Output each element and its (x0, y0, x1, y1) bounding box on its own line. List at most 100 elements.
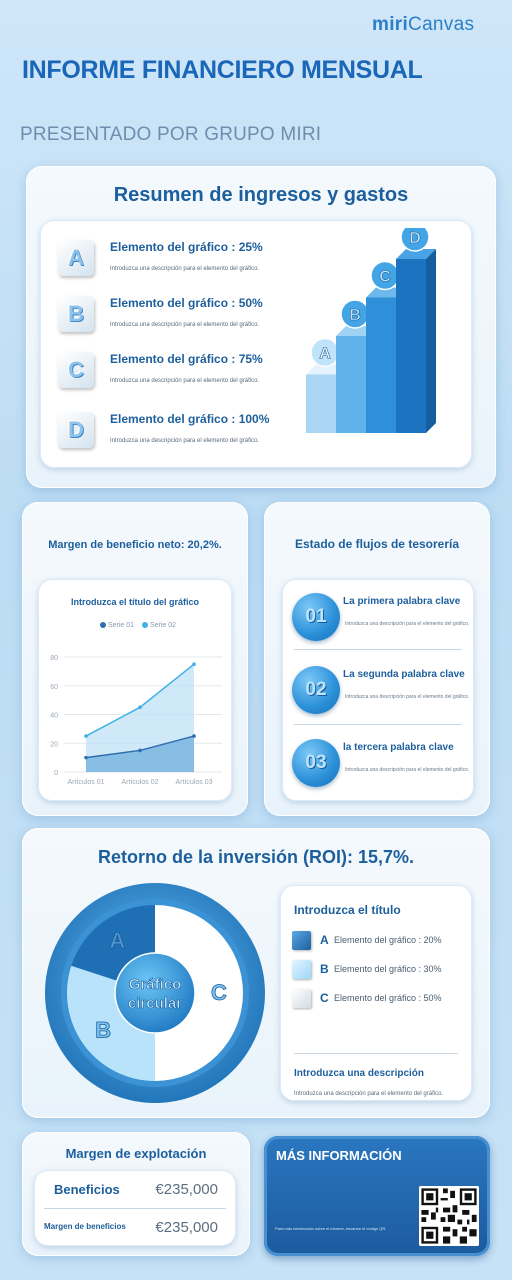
data-point (192, 734, 196, 738)
summary-heading: Resumen de ingresos y gastos (113, 184, 409, 206)
legend-label: Elemento del gráfico : 20% (334, 935, 442, 945)
number-badge-03: 03 (292, 739, 340, 787)
operating-heading: Margen de explotación (65, 1146, 207, 1161)
data-point (138, 705, 142, 710)
data-point (192, 662, 196, 666)
legend-series-1: Serie 01 (107, 622, 135, 629)
pie-slice-label: A (109, 928, 125, 953)
page-subtitle: PRESENTADO POR GRUPO MIRI (20, 124, 322, 145)
x-tick-label: Artículos 03 (176, 779, 213, 786)
stair-step (396, 259, 426, 433)
y-tick-label: 0 (54, 770, 58, 777)
more-info-title: MÁS INFORMACIÓN (276, 1148, 402, 1163)
stair-top (396, 249, 436, 259)
step-desc: Introduzca una descripción para el eleme… (110, 322, 260, 328)
divider (294, 724, 462, 725)
step-desc: Introduzca una descripción para el eleme… (110, 266, 260, 272)
y-tick-label: 20 (50, 741, 58, 748)
keyword-item: 01 La primera palabra clave Introduzca u… (292, 587, 470, 651)
chart-card: Introduzca el título del gráfico Serie 0… (38, 579, 232, 801)
step-title: Elemento del gráfico : 75% (110, 352, 263, 366)
step-desc: Introduzca una descripción para el eleme… (110, 438, 260, 444)
more-info-panel: MÁS INFORMACIÓN Para más información sob… (264, 1136, 490, 1256)
chart-title: Introduzca el título del gráfico (70, 597, 199, 607)
keyword-title: La primera palabra clave (343, 596, 461, 607)
keyword-desc: Introduzca una descripción para el eleme… (345, 767, 470, 773)
profit-heading: Margen de beneficio neto: 20,2%. (48, 539, 222, 551)
chart-legend: Serie 01 Serie 02 (38, 622, 232, 629)
number-badge-01: 01 (292, 593, 340, 641)
stair-ball-label: A (319, 346, 331, 363)
page-title: INFORME FINANCIERO MENSUAL (22, 56, 423, 84)
step-item: C Elemento del gráfico : 75% Introduzca … (58, 352, 298, 396)
keyword-title: La segunda palabra clave (343, 669, 465, 680)
stair-ball-label: C (379, 269, 391, 286)
stair-step (336, 336, 366, 433)
divider (44, 1208, 226, 1209)
cashflow-card: 01 La primera palabra clave Introduzca u… (282, 579, 474, 801)
roi-heading: Retorno de la inversión (ROI): 15,7%. (97, 847, 415, 867)
summary-card: A Elemento del gráfico : 25% Introduzca … (40, 220, 472, 468)
letter-d-badge: D (58, 412, 94, 448)
pie-center-label-2: circular (128, 995, 182, 1012)
step-desc: Introduzca una descripción para el eleme… (110, 378, 260, 384)
step-title: Elemento del gráfico : 50% (110, 296, 263, 310)
legend-swatch-b (292, 960, 311, 979)
profit-panel: Margen de beneficio neto: 20,2%. Introdu… (22, 502, 248, 816)
qr-code-icon[interactable] (419, 1186, 479, 1246)
staircase-graphic: A B C D (306, 228, 436, 433)
more-info-text: Para más información sobre el informe, e… (275, 1226, 387, 1231)
legend-item: B Elemento del gráfico : 30% (292, 960, 468, 979)
x-tick-label: Artículos 02 (122, 779, 159, 786)
divider (294, 649, 462, 650)
margin-row: Beneficios €235,000 (34, 1170, 236, 1208)
legend-dot-series-2 (141, 622, 148, 628)
letter-b-badge: B (58, 296, 94, 332)
keyword-item: 03 la tercera palabra clave Introduzca u… (292, 733, 470, 797)
legend-item: C Elemento del gráfico : 50% (292, 989, 468, 1008)
letter-a-badge: A (58, 240, 94, 276)
operating-card: Beneficios €235,000 Margen de beneficios… (34, 1170, 236, 1246)
legend-label: Elemento del gráfico : 30% (334, 964, 442, 974)
logo-light: Canvas (408, 14, 475, 35)
legend-dot-series-1 (99, 622, 106, 628)
description-text: Introduzca una descripción para el eleme… (294, 1091, 444, 1097)
margin-label: Margen de beneficios (44, 1222, 126, 1231)
step-item: B Elemento del gráfico : 50% Introduzca … (58, 296, 298, 340)
margin-row: Margen de beneficios €235,000 (34, 1208, 236, 1246)
legend-label: Elemento del gráfico : 50% (334, 993, 442, 1003)
pie-slice-label: C (211, 980, 227, 1005)
summary-panel: Resumen de ingresos y gastos A Elemento … (26, 166, 496, 488)
data-point (138, 748, 142, 753)
step-title: Elemento del gráfico : 25% (110, 240, 263, 254)
pie-center (114, 952, 196, 1034)
description-title: Introduzca una descripción (294, 1068, 425, 1079)
legend-series-2: Serie 02 (149, 622, 177, 629)
legend-letter: B (320, 962, 329, 976)
pie-chart: C B A Gráfico circular (45, 883, 265, 1103)
number-badge-02: 02 (292, 666, 340, 714)
stair-ball (400, 228, 430, 252)
cashflow-panel: Estado de flujos de tesorería 01 La prim… (264, 502, 490, 816)
margin-value: €235,000 (155, 1181, 218, 1198)
legend-swatch-c (292, 989, 311, 1008)
legend-swatch-a (292, 931, 311, 950)
step-title: Elemento del gráfico : 100% (110, 412, 270, 426)
keyword-title: la tercera palabra clave (343, 742, 454, 753)
stair-ball-label: B (349, 307, 361, 324)
divider (294, 1053, 458, 1054)
pie-slice (155, 905, 243, 1081)
operating-panel: Margen de explotación Beneficios €235,00… (22, 1132, 250, 1256)
keyword-desc: Introduzca una descripción para el eleme… (345, 694, 470, 700)
pie-slice-label: B (95, 1018, 111, 1043)
cashflow-heading: Estado de flujos de tesorería (294, 537, 460, 551)
roi-legend-card: Introduzca el título A Elemento del gráf… (280, 885, 472, 1101)
stair-side (426, 249, 436, 433)
margin-label: Beneficios (54, 1182, 120, 1197)
legend-letter: C (320, 991, 329, 1005)
step-item: A Elemento del gráfico : 25% Introduzca … (58, 240, 298, 284)
keyword-item: 02 La segunda palabra clave Introduzca u… (292, 660, 470, 724)
y-tick-label: 80 (50, 655, 58, 662)
brand-logo: miriCanvas (372, 14, 474, 36)
